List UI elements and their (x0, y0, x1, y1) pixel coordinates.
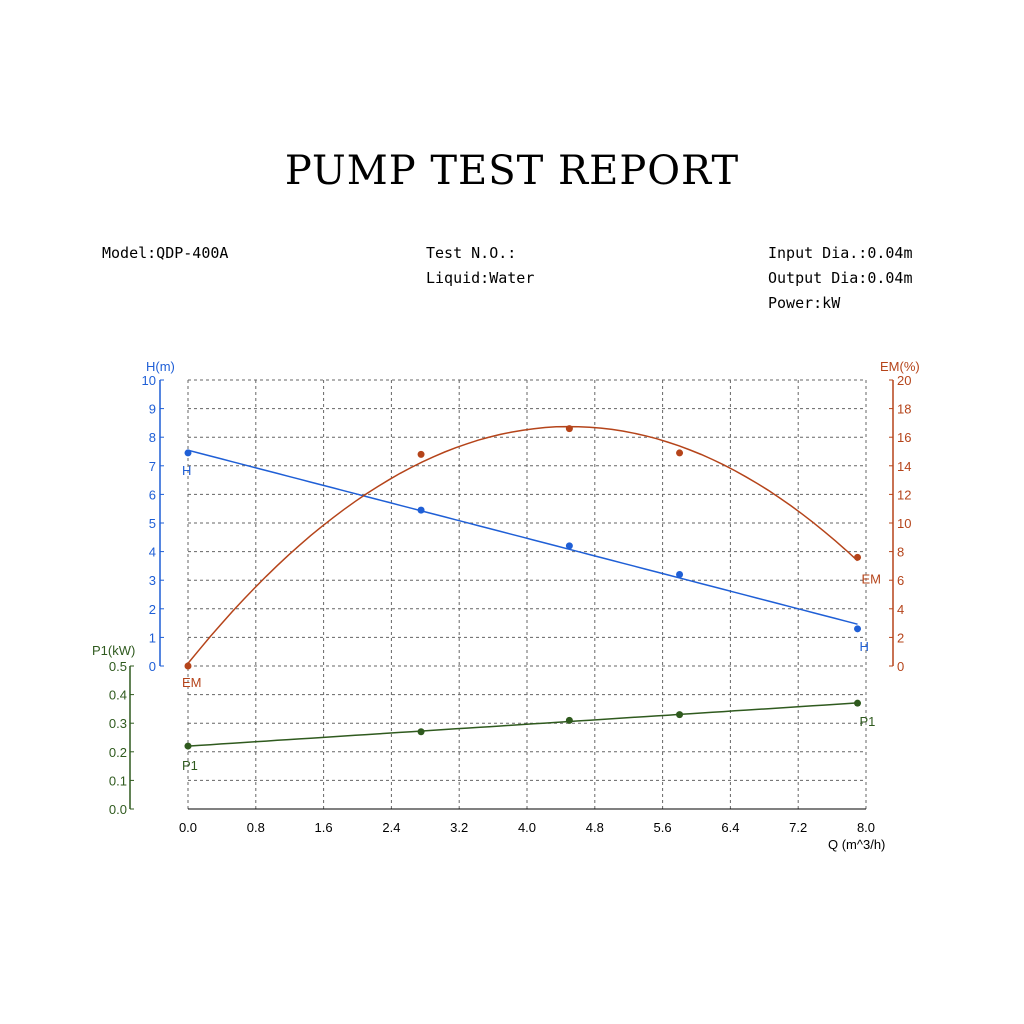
x-axis-tick-label: 6.4 (721, 820, 739, 835)
h-axis-tick-label: 2 (149, 602, 156, 617)
p1-axis-tick-label: 0.4 (109, 688, 127, 703)
report-title: PUMP TEST REPORT (284, 148, 740, 194)
x-axis-tick-label: 5.6 (654, 820, 672, 835)
x-axis-tick-label: 2.4 (382, 820, 400, 835)
x-axis-tick-label: 3.2 (450, 820, 468, 835)
x-axis-tick-label: 0.0 (179, 820, 197, 835)
p1-axis-tick-label: 0.0 (109, 802, 127, 817)
series-p1-point (184, 742, 192, 750)
p1-axis-tick-label: 0.5 (109, 659, 127, 674)
h-axis-tick-label: 8 (149, 430, 156, 445)
series-h-point (854, 625, 862, 633)
x-axis-tick-label: 7.2 (789, 820, 807, 835)
em-axis-tick-label: 8 (897, 545, 904, 560)
p1-axis-tick-label: 0.3 (109, 716, 127, 731)
series-p1-point (565, 716, 573, 724)
h-axis-tick-label: 10 (142, 373, 156, 388)
series-h-start-label: H (182, 463, 191, 478)
p1-axis-tick-label: 0.1 (109, 773, 127, 788)
em-axis-tick-label: 12 (897, 487, 911, 502)
series-h-point (565, 542, 573, 550)
series-h-curve (187, 449, 858, 625)
h-axis-title: H(m) (146, 359, 175, 374)
em-axis-tick-label: 10 (897, 516, 911, 531)
x-axis-tick-label: 1.6 (315, 820, 333, 835)
series-em-point (184, 662, 192, 670)
series-em-point (676, 449, 684, 457)
model-info: Model:QDP-400A (102, 244, 229, 262)
test-number-info: Test N.O.: (426, 244, 517, 262)
output-diameter-info: Output Dia:0.04m (768, 269, 913, 287)
h-axis-tick-label: 5 (149, 516, 156, 531)
liquid-info: Liquid:Water (426, 269, 535, 287)
em-axis-tick-label: 20 (897, 373, 911, 388)
p1-axis-tick-label: 0.2 (109, 745, 127, 760)
series-em-end-label: EM (862, 571, 882, 586)
x-axis-tick-label: 4.8 (586, 820, 604, 835)
h-axis-tick-label: 0 (149, 659, 156, 674)
h-axis-tick-label: 3 (149, 573, 156, 588)
x-axis-tick-label: 8.0 (857, 820, 875, 835)
h-axis-tick-label: 7 (149, 459, 156, 474)
series-em-curve (187, 425, 859, 664)
series-p1-point (854, 699, 862, 707)
em-axis-tick-label: 0 (897, 659, 904, 674)
power-info: Power:kW (768, 294, 841, 312)
em-axis-tick-label: 4 (897, 602, 904, 617)
em-axis-title: EM(%) (880, 359, 920, 374)
p1-axis-title: P1(kW) (92, 643, 135, 658)
x-axis-tick-label: 0.8 (247, 820, 265, 835)
series-em-start-label: EM (182, 675, 202, 690)
h-axis-tick-label: 6 (149, 487, 156, 502)
h-axis-tick-label: 1 (149, 630, 156, 645)
series-p1-start-label: P1 (182, 758, 198, 773)
x-axis-tick-label: 4.0 (518, 820, 536, 835)
em-axis-tick-label: 14 (897, 459, 911, 474)
x-axis-title: Q (m^3/h) (828, 837, 885, 852)
series-p1-curve (187, 702, 858, 747)
series-h-point (184, 449, 192, 457)
em-axis-tick-label: 16 (897, 430, 911, 445)
series-p1-point (417, 728, 425, 736)
series-em-point (854, 553, 862, 561)
h-axis-tick-label: 4 (149, 545, 156, 560)
em-axis-tick-label: 18 (897, 402, 911, 417)
series-em-point (565, 425, 573, 433)
series-h-end-label: H (860, 639, 869, 654)
series-h-point (417, 506, 425, 514)
em-axis-tick-label: 6 (897, 573, 904, 588)
series-p1-end-label: P1 (860, 714, 876, 729)
series-h-point (676, 570, 684, 578)
em-axis-tick-label: 2 (897, 630, 904, 645)
h-axis-tick-label: 9 (149, 402, 156, 417)
input-diameter-info: Input Dia.:0.04m (768, 244, 913, 262)
series-em-point (417, 450, 425, 458)
series-p1-point (676, 711, 684, 719)
